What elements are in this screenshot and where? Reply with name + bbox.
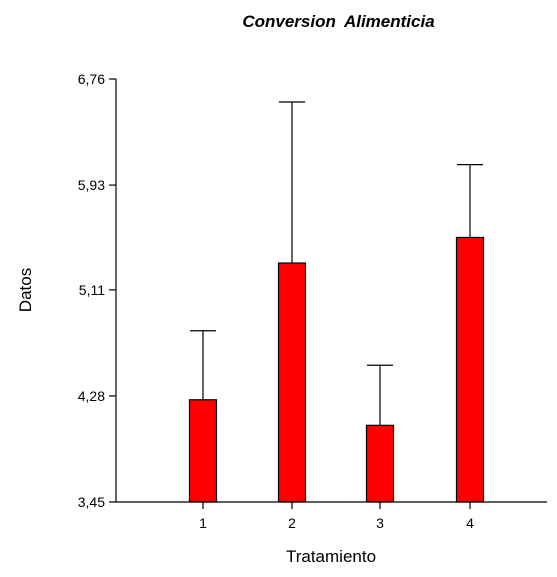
bar-4: [455, 236, 485, 503]
y-tick-label: 4,28: [78, 388, 105, 404]
x-tick-label: 2: [288, 515, 296, 531]
y-tick-label: 6,76: [78, 71, 105, 87]
bar-1: [188, 399, 218, 503]
x-axis-title: Tratamiento: [286, 547, 376, 566]
x-tick-label: 1: [199, 515, 207, 531]
y-tick-label: 5,11: [79, 282, 105, 298]
x-tick-label: 3: [376, 515, 384, 531]
bar-2: [277, 262, 307, 503]
y-axis-title: Datos: [16, 268, 35, 312]
y-tick-label: 5,93: [78, 177, 105, 193]
bar-3: [365, 424, 395, 503]
chart-title: Conversion Alimenticia: [242, 12, 435, 31]
y-tick-label: 3,45: [78, 494, 105, 510]
x-tick-label: 4: [466, 515, 474, 531]
